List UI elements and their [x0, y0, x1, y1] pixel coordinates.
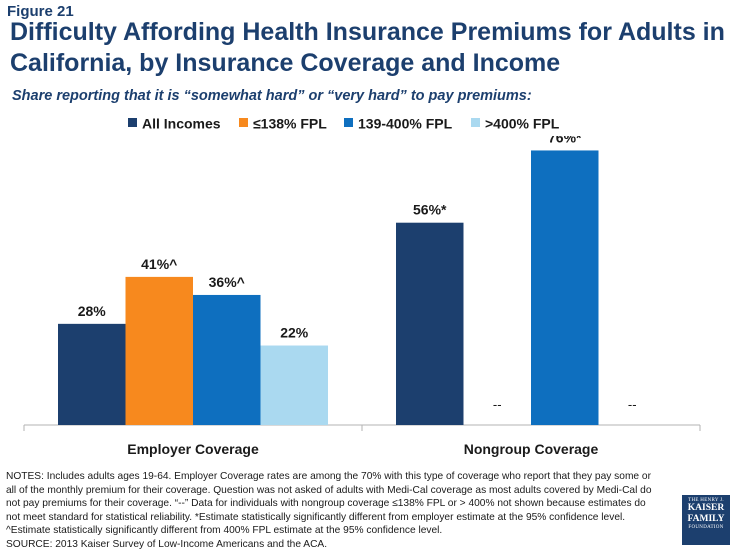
logo-text: KAISER	[687, 503, 725, 513]
kff-logo: THE HENRY J. KAISER FAMILY FOUNDATION	[682, 495, 730, 545]
category-label: Nongroup Coverage	[464, 441, 599, 457]
legend-swatch	[128, 117, 137, 127]
notes: NOTES: Includes adults ages 19-64. Emplo…	[6, 470, 671, 552]
legend-label: 139-400% FPL	[358, 115, 453, 132]
legend-label: ≤138% FPL	[253, 115, 327, 132]
legend-swatch	[239, 117, 248, 127]
data-label-na: --	[628, 397, 637, 412]
legend-swatch	[471, 117, 480, 127]
chart-title: Difficulty Affording Health Insurance Pr…	[10, 18, 725, 77]
legend-item-400-fpl: >400% FPL	[471, 114, 560, 132]
bar-all-incomes-1	[396, 222, 464, 425]
data-label: 41%^	[141, 256, 177, 272]
bar-139-400-fpl-0	[193, 294, 261, 425]
note-line: not pay premiums for their coverage. “--…	[6, 498, 646, 510]
data-label: 28%	[78, 303, 107, 319]
logo-text: FOUNDATION	[688, 525, 724, 530]
data-label: 56%*	[413, 202, 447, 218]
legend-label: >400% FPL	[485, 115, 560, 132]
legend-item-138-fpl: ≤138% FPL	[239, 114, 327, 132]
note-line: all of the monthly premium for their cov…	[6, 484, 652, 496]
bar--138-fpl-0	[125, 276, 193, 425]
legend-item-139-400-fpl: 139-400% FPL	[344, 114, 453, 132]
legend-swatch	[344, 117, 353, 127]
note-line: NOTES: Includes adults ages 19-64. Emplo…	[6, 471, 651, 482]
bar-all-incomes-0	[58, 323, 126, 425]
data-label: 76%*	[548, 136, 582, 145]
legend-label: All Incomes	[142, 115, 221, 132]
logo-text: THE HENRY J.	[688, 498, 724, 503]
bar--400-fpl-0	[260, 345, 328, 425]
legend-item-all-incomes: All Incomes	[128, 114, 221, 132]
logo-text: FAMILY	[687, 514, 725, 524]
data-label: 22%	[280, 325, 309, 341]
note-line: ^Estimate statistically significantly di…	[6, 525, 443, 537]
chart-subtitle: Share reporting that it is “somewhat har…	[12, 88, 532, 104]
note-line: not meet standard for statistical reliab…	[6, 511, 626, 523]
bar-chart: 28% 41%^ 36%^ 22% Employer Coverage 56%* -- 76%…	[23, 136, 701, 457]
bar-139-400-fpl-1	[531, 150, 599, 425]
figure-label: Figure 21	[7, 3, 74, 20]
legend: All Incomes ≤138% FPL 139-400% FPL >400%…	[0, 110, 735, 134]
data-label-na: --	[493, 397, 502, 412]
category-label: Employer Coverage	[127, 441, 259, 457]
note-line: SOURCE: 2013 Kaiser Survey of Low-Income…	[6, 538, 328, 550]
data-label: 36%^	[209, 274, 245, 290]
